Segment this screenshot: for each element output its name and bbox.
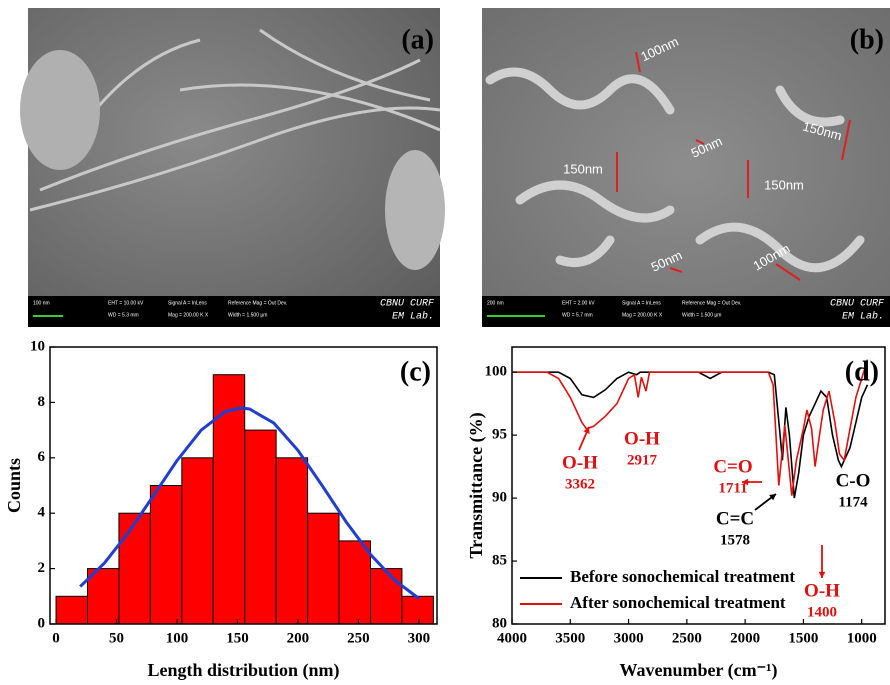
x-tick-label: 50 bbox=[109, 630, 124, 646]
x-tick-label: 200 bbox=[287, 630, 310, 646]
x-tick-label: 1500 bbox=[788, 630, 818, 646]
arrow-head bbox=[819, 572, 826, 578]
x-tick-label: 3500 bbox=[555, 630, 585, 646]
y-tick-label: 2 bbox=[38, 560, 46, 576]
peak-annotation: C=O bbox=[713, 456, 752, 477]
peak-annotation: 1400 bbox=[807, 604, 837, 620]
y-axis-title: Transmittance (%) bbox=[466, 412, 487, 558]
x-tick-label: 1000 bbox=[847, 630, 877, 646]
bar bbox=[370, 569, 401, 624]
panel-label: (d) bbox=[845, 356, 879, 387]
size-annotation: 150nm bbox=[563, 161, 603, 176]
x-tick-label: 2500 bbox=[672, 630, 702, 646]
y-tick-label: 80 bbox=[492, 615, 507, 631]
x-tick-label: 100 bbox=[166, 630, 189, 646]
image-info: Mag = 200.00 K X bbox=[168, 312, 209, 318]
legend-label: Before sonochemical treatment bbox=[570, 567, 795, 586]
y-tick-label: 85 bbox=[492, 552, 507, 568]
x-tick-label: 300 bbox=[408, 630, 431, 646]
bar bbox=[339, 541, 370, 624]
bar bbox=[245, 430, 276, 624]
bar bbox=[119, 513, 150, 624]
y-tick-label: 4 bbox=[38, 505, 46, 521]
aggregate bbox=[385, 150, 445, 270]
peak-annotation: C-O bbox=[836, 470, 871, 491]
x-axis-title: Wavenumber (cm⁻¹) bbox=[619, 660, 777, 681]
image-info: Width = 1.500 µm bbox=[682, 312, 721, 318]
image-info: WD = 5.7 mm bbox=[562, 312, 593, 318]
peak-annotation: 1578 bbox=[720, 532, 750, 548]
panel-label: (b) bbox=[850, 24, 884, 55]
image-info: Reference Mag = Out Dev. bbox=[682, 300, 741, 306]
y-tick-label: 90 bbox=[492, 490, 507, 506]
panel-label: (c) bbox=[400, 356, 431, 387]
scale-label: 200 nm bbox=[487, 300, 504, 306]
chart: Before sonochemical treatment After sonoc… bbox=[466, 347, 885, 681]
x-tick-label: 150 bbox=[226, 630, 249, 646]
y-tick-label: 0 bbox=[38, 615, 46, 631]
legend-label: After sonochemical treatment bbox=[570, 593, 786, 612]
sem-image-b bbox=[482, 8, 890, 327]
chart: 0 50 100 150 200 250 300 0 2 4 6 8 10 Length distribu… bbox=[4, 338, 437, 681]
peak-annotation: 1174 bbox=[838, 494, 868, 510]
x-tick-label: 250 bbox=[347, 630, 370, 646]
y-tick-label: 100 bbox=[485, 364, 508, 380]
figure: 0501001502002503000246810Length distribu… bbox=[0, 0, 890, 685]
image-info: EHT = 10.00 kV bbox=[108, 300, 144, 306]
image-info: Signal A = InLens bbox=[622, 300, 661, 306]
bar bbox=[402, 596, 433, 624]
peak-annotation: C=C bbox=[716, 508, 754, 529]
series-line bbox=[512, 360, 868, 496]
x-tick-label: 2000 bbox=[730, 630, 760, 646]
sem-image-a bbox=[20, 8, 445, 327]
x-axis-title: Length distribution (nm) bbox=[147, 660, 339, 681]
y-tick-label: 6 bbox=[38, 449, 46, 465]
bar bbox=[182, 458, 213, 624]
peak-annotation: O-H bbox=[624, 428, 660, 449]
y-axis-title: Counts bbox=[4, 458, 24, 513]
image-info: Mag = 200.00 K X bbox=[622, 312, 663, 318]
bar bbox=[56, 596, 87, 624]
image-footer: EM Lab. bbox=[392, 311, 434, 323]
y-tick-label: 8 bbox=[38, 394, 46, 410]
x-tick-label: 3000 bbox=[614, 630, 644, 646]
y-tick-label: 95 bbox=[492, 427, 507, 443]
peak-annotation: O-H bbox=[804, 580, 840, 601]
sem-background bbox=[28, 8, 440, 327]
peak-annotation: 3362 bbox=[565, 476, 595, 492]
bar bbox=[308, 513, 339, 624]
bar bbox=[276, 458, 307, 624]
peak-annotation: 2917 bbox=[627, 452, 658, 468]
image-info: EHT = 2.00 kV bbox=[562, 300, 595, 306]
y-tick-label: 10 bbox=[30, 338, 45, 354]
scale-label: 100 nm bbox=[33, 300, 50, 306]
image-info: Width = 1.500 µm bbox=[228, 312, 267, 318]
size-annotation: 150nm bbox=[764, 177, 804, 192]
peak-annotation: O-H bbox=[562, 452, 598, 473]
x-tick-label: 0 bbox=[52, 630, 60, 646]
image-info: Reference Mag = Out Dev. bbox=[228, 300, 287, 306]
sem-background bbox=[482, 8, 890, 327]
image-info: WD = 5.3 mm bbox=[108, 312, 139, 318]
bar bbox=[150, 486, 181, 625]
x-tick-label: 4000 bbox=[497, 630, 527, 646]
panel-label: (a) bbox=[401, 24, 434, 55]
image-footer: EM Lab. bbox=[842, 311, 884, 323]
image-info: Signal A = InLens bbox=[168, 300, 207, 306]
image-footer: CBNU CURF bbox=[830, 299, 885, 310]
image-footer: CBNU CURF bbox=[380, 299, 435, 310]
aggregate bbox=[20, 50, 100, 170]
